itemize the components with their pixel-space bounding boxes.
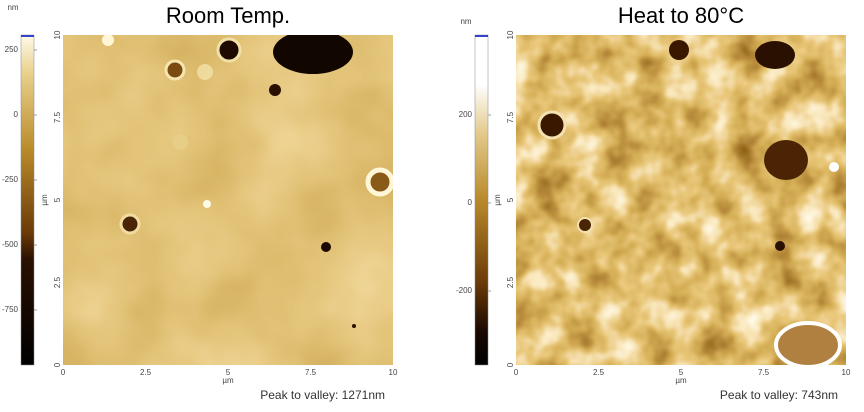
colorbar [20,34,35,366]
y-axis-label: µm [40,194,49,206]
colorbar-tick-label: -500 [2,240,19,249]
colorbar-tick-label: 0 [468,198,473,207]
colorbar-tick-label: -200 [456,286,473,295]
x-tick-label: 0 [514,368,519,377]
y-tick-label: 2.5 [53,276,62,288]
y-tick-label: 0 [506,362,515,367]
afm-image [516,35,846,365]
x-axis-label: µm [675,376,687,385]
colorbar-tick-label: 200 [459,110,473,119]
colorbar-tick-label: -250 [2,175,19,184]
colorbar [474,34,489,366]
x-tick-label: 0 [61,368,66,377]
x-tick-label: 7.5 [305,368,317,377]
y-axis-label: µm [493,194,502,206]
colorbar-unit: nm [460,17,471,26]
colorbar-tick-label: 250 [5,45,19,54]
afm-image [63,35,393,365]
labels: Room Temp. nm 250 0 -250 -500 -750 0 2.5 5 7.5 10 µm… [2,3,851,402]
x-tick-label: 5 [226,368,231,377]
y-tick-label: 2.5 [506,276,515,288]
x-tick-label: 10 [389,368,398,377]
panel-title: Room Temp. [166,3,290,28]
x-tick-label: 2.5 [140,368,152,377]
footer-note: Peak to valley: 1271nm [260,388,385,402]
y-tick-label: 5 [506,197,515,202]
x-tick-label: 10 [842,368,851,377]
y-tick-label: 7.5 [506,111,515,123]
y-tick-label: 7.5 [53,111,62,123]
footer-note: Peak to valley: 743nm [720,388,838,402]
y-tick-label: 0 [53,362,62,367]
y-tick-label: 10 [53,30,62,39]
panel-title: Heat to 80°C [618,3,744,28]
x-axis-label: µm [222,376,234,385]
x-tick-label: 2.5 [593,368,605,377]
colorbar-tick-label: 0 [14,110,19,119]
x-tick-label: 7.5 [758,368,770,377]
y-tick-label: 10 [506,30,515,39]
colorbar-tick-label: -750 [2,305,19,314]
x-tick-label: 5 [679,368,684,377]
y-tick-label: 5 [53,197,62,202]
colorbar-unit: nm [7,3,18,12]
